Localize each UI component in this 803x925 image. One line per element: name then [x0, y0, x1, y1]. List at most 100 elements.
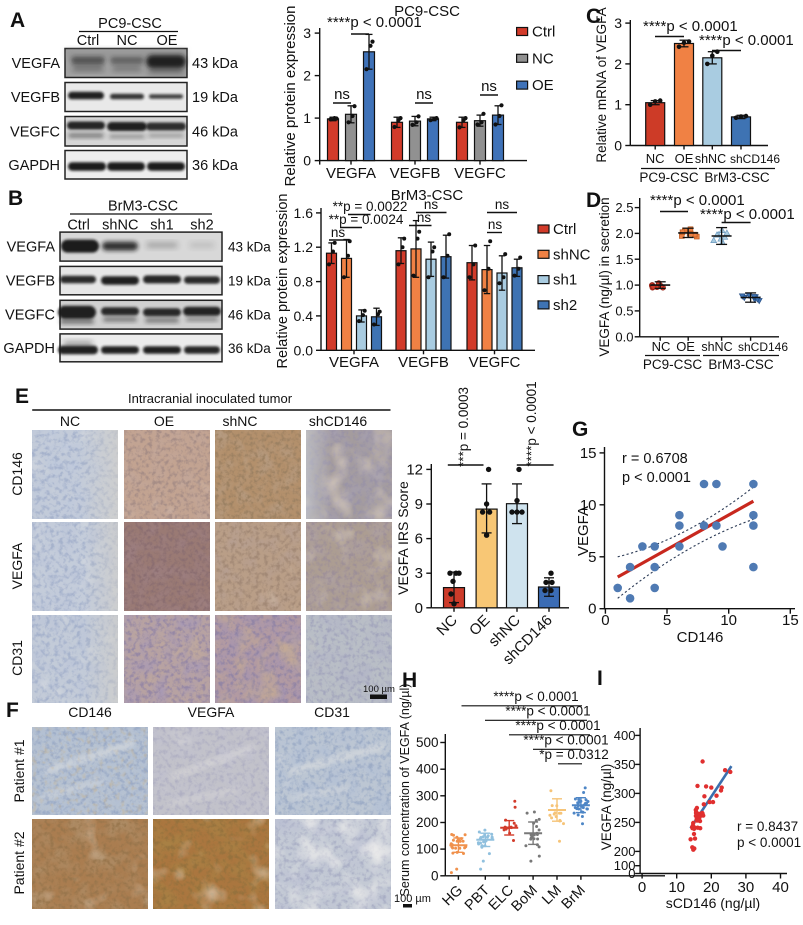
svg-text:200: 200: [416, 815, 439, 830]
svg-text:VEGFA: VEGFA: [329, 354, 379, 371]
svg-text:****p < 0.0001: ****p < 0.0001: [700, 206, 795, 223]
svg-text:****p < 0.0001: ****p < 0.0001: [493, 689, 578, 704]
svg-text:1: 1: [303, 110, 311, 126]
svg-text:shCD146: shCD146: [730, 152, 780, 166]
svg-text:19 kDa: 19 kDa: [228, 274, 271, 289]
svg-text:BrM3-CSC: BrM3-CSC: [704, 170, 770, 185]
svg-text:BrM3-CSC: BrM3-CSC: [708, 357, 774, 372]
svg-text:15: 15: [782, 612, 799, 629]
svg-text:400: 400: [614, 728, 636, 743]
svg-text:100 µm: 100 µm: [394, 893, 431, 905]
svg-text:sh2: sh2: [553, 297, 577, 314]
svg-text:3: 3: [415, 565, 423, 582]
svg-text:1: 1: [614, 97, 622, 113]
svg-text:0: 0: [431, 868, 439, 883]
svg-text:VEGFA: VEGFA: [326, 165, 376, 182]
svg-text:****p < 0.0001: ****p < 0.0001: [643, 18, 738, 35]
svg-text:VEGFA (ng/µl) in secretion: VEGFA (ng/µl) in secretion: [597, 197, 612, 356]
svg-text:shNC: shNC: [222, 413, 257, 429]
svg-text:r = 0.8437: r = 0.8437: [737, 819, 798, 834]
svg-text:0.0: 0.0: [294, 342, 314, 358]
svg-text:0: 0: [628, 866, 635, 881]
svg-text:100 µm: 100 µm: [363, 684, 395, 695]
svg-text:shNC: shNC: [695, 152, 726, 166]
svg-text:100: 100: [416, 842, 439, 857]
svg-text:400: 400: [416, 762, 439, 777]
svg-text:shNC: shNC: [701, 340, 732, 354]
svg-text:2.0: 2.0: [615, 226, 633, 241]
svg-text:VEGFB: VEGFB: [11, 90, 60, 106]
svg-text:VEGFC: VEGFC: [454, 165, 506, 182]
svg-text:ns: ns: [417, 210, 432, 225]
svg-text:300: 300: [416, 788, 439, 803]
svg-text:OE: OE: [157, 33, 178, 49]
svg-text:0.8: 0.8: [294, 274, 314, 290]
svg-text:2.5: 2.5: [615, 200, 633, 215]
svg-text:CD146: CD146: [68, 704, 112, 720]
svg-text:1.5: 1.5: [615, 252, 633, 267]
svg-text:NC: NC: [652, 339, 671, 354]
svg-text:NC: NC: [60, 413, 80, 429]
svg-text:10: 10: [580, 497, 597, 514]
svg-text:ns: ns: [334, 86, 350, 103]
svg-text:0: 0: [303, 153, 311, 169]
svg-text:NC: NC: [532, 50, 554, 67]
svg-text:PC9-CSC: PC9-CSC: [643, 357, 703, 372]
svg-text:BrM3-CSC: BrM3-CSC: [108, 199, 178, 215]
svg-text:****p < 0.0001: ****p < 0.0001: [505, 704, 590, 719]
svg-text:VEGFC: VEGFC: [10, 124, 60, 140]
svg-text:12: 12: [406, 461, 423, 478]
svg-text:0: 0: [614, 138, 622, 154]
svg-text:NC: NC: [646, 151, 665, 166]
svg-text:10: 10: [720, 612, 737, 629]
svg-text:30: 30: [738, 879, 755, 896]
svg-text:Patient #1: Patient #1: [11, 739, 27, 802]
svg-text:Ctrl: Ctrl: [553, 221, 576, 238]
svg-text:VEGFC: VEGFC: [469, 354, 521, 371]
svg-text:shNC: shNC: [553, 246, 591, 263]
svg-text:Patient #2: Patient #2: [11, 831, 27, 894]
svg-text:0: 0: [638, 879, 646, 896]
svg-text:*p = 0.0312: *p = 0.0312: [539, 747, 608, 762]
svg-text:5: 5: [588, 549, 596, 566]
svg-text:CD31: CD31: [9, 640, 25, 676]
svg-text:sh1: sh1: [150, 218, 173, 234]
svg-text:Relative protein expression: Relative protein expression: [275, 194, 291, 369]
svg-text:100: 100: [614, 858, 636, 873]
svg-text:Ctrl: Ctrl: [532, 24, 555, 41]
svg-text:PC9-CSC: PC9-CSC: [639, 170, 699, 185]
svg-text:ns: ns: [488, 217, 503, 232]
svg-text:****p < 0.0001: ****p < 0.0001: [650, 192, 745, 209]
svg-text:350: 350: [614, 757, 636, 772]
svg-text:CD31: CD31: [314, 704, 350, 720]
svg-text:19 kDa: 19 kDa: [192, 90, 239, 106]
svg-text:VEGFA: VEGFA: [188, 704, 235, 720]
svg-text:43 kDa: 43 kDa: [228, 240, 271, 255]
svg-text:VEGFA (ng/µl): VEGFA (ng/µl): [599, 764, 614, 851]
svg-text:0.5: 0.5: [615, 303, 633, 318]
svg-text:****p < 0.0001: ****p < 0.0001: [524, 381, 539, 466]
svg-text:5: 5: [663, 612, 671, 629]
svg-text:0.4: 0.4: [294, 308, 314, 324]
svg-text:46 kDa: 46 kDa: [192, 124, 239, 140]
svg-text:VEGFA: VEGFA: [7, 240, 56, 256]
svg-text:Relative protein expression: Relative protein expression: [282, 6, 299, 187]
svg-text:ns: ns: [424, 197, 439, 212]
svg-text:**p = 0.0022: **p = 0.0022: [333, 199, 408, 214]
svg-text:shNC: shNC: [102, 218, 138, 234]
svg-text:VEGFB: VEGFB: [390, 165, 441, 182]
svg-text:40: 40: [772, 879, 789, 896]
svg-text:3: 3: [614, 15, 622, 31]
svg-text:43 kDa: 43 kDa: [192, 56, 239, 72]
svg-text:**p = 0.0024: **p = 0.0024: [329, 212, 404, 227]
svg-text:300: 300: [614, 786, 636, 801]
svg-text:1.6: 1.6: [294, 205, 314, 221]
svg-text:VEGFC: VEGFC: [5, 308, 55, 324]
svg-text:GAPDH: GAPDH: [8, 158, 60, 174]
svg-text:PC9-CSC: PC9-CSC: [98, 16, 162, 32]
svg-text:200: 200: [614, 844, 636, 859]
svg-text:1.0: 1.0: [615, 278, 633, 293]
svg-text:20: 20: [703, 879, 720, 896]
svg-text:***p = 0.0003: ***p = 0.0003: [456, 387, 471, 467]
svg-text:ns: ns: [416, 86, 432, 103]
